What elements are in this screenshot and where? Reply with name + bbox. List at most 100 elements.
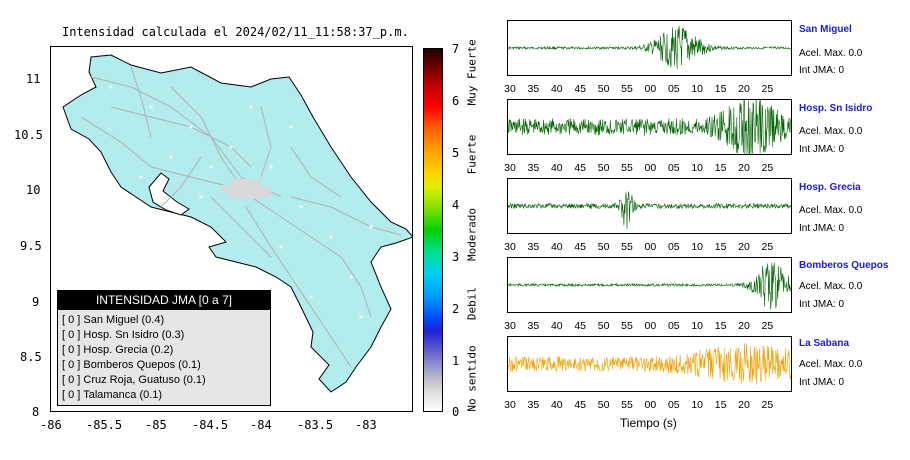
waveform-svg — [508, 25, 791, 69]
waveform-svg — [508, 191, 791, 229]
station-name: Hosp. Sn Isidro — [799, 103, 873, 114]
waveform-x-tick: 25 — [761, 320, 774, 332]
map-y-tick: 10 — [26, 183, 41, 197]
colorbar-tick: 6 — [452, 94, 460, 108]
station-acel: Acel. Max. 0.0 — [799, 281, 863, 292]
costa-rica-map — [62, 54, 412, 393]
waveform-x-ticks: 30 35 40 45 50 55 00 05 10 15 20 25 — [504, 399, 792, 411]
waveform-x-tick: 45 — [574, 320, 587, 332]
waveform-x-tick: 35 — [527, 399, 540, 411]
station-int: Int JMA: 0 — [799, 223, 845, 234]
legend-station: Cruz Roja, Guatuso (0.1) — [83, 374, 206, 386]
legend-value: [ 0 ] — [62, 389, 81, 401]
colorbar-word: Moderado — [465, 208, 479, 261]
waveform-x-tick: 05 — [667, 320, 680, 332]
waveform-trace — [508, 262, 791, 310]
waveform-plot[interactable] — [507, 99, 792, 155]
map-y-tick: 9 — [32, 295, 40, 309]
waveform-trace — [508, 100, 791, 154]
map-y-tick: 8 — [32, 405, 40, 419]
colorbar-word: Debil — [465, 286, 479, 321]
station-name: San Miguel — [799, 24, 852, 35]
intensity-legend: INTENSIDAD JMA [0 a 7] [ 0 ] San Miguel … — [57, 290, 271, 406]
colorbar-tick: 0 — [452, 405, 460, 419]
waveform-x-tick: 35 — [527, 83, 540, 95]
colorbar-tick: 7 — [452, 42, 460, 56]
waveform-x-tick: 25 — [761, 241, 774, 253]
legend-row: [ 0 ] Bomberos Quepos (0.1) — [62, 359, 201, 371]
station-int: Int JMA: 0 — [799, 65, 845, 76]
waveform-x-tick: 20 — [738, 162, 750, 174]
waveform-x-tick: 55 — [621, 399, 633, 411]
legend-row: [ 0 ] Talamanca (0.1) — [62, 389, 162, 401]
legend-station: Hosp. Grecia (0.2) — [83, 344, 174, 356]
legend-row: [ 0 ] Cruz Roja, Guatuso (0.1) — [62, 374, 206, 386]
legend-station: Talamanca (0.1) — [83, 389, 163, 401]
station-acel: Acel. Max. 0.0 — [799, 359, 863, 370]
nicoya-gulf — [148, 172, 190, 216]
legend-row: [ 0 ] Hosp. Grecia (0.2) — [62, 344, 173, 356]
map-x-tick: -84.5 — [192, 418, 229, 432]
waveform-x-tick: 05 — [667, 241, 680, 253]
waveform-svg — [508, 343, 791, 386]
waveform-x-tick: 00 — [644, 162, 657, 174]
map-y-tick: 10.5 — [14, 128, 43, 142]
waveform-x-tick: 25 — [761, 83, 774, 95]
legend-value: [ 0 ] — [62, 314, 81, 326]
waveform-plot[interactable] — [507, 336, 792, 392]
waveform-x-tick: 00 — [644, 241, 657, 253]
map-y-tick: 8.5 — [20, 350, 42, 364]
colorbar-word: Muy Fuerte — [465, 39, 479, 106]
legend-station: Bomberos Quepos (0.1) — [83, 359, 201, 371]
waveform-trace — [508, 343, 791, 386]
waveform-x-ticks: 30 35 40 45 50 55 00 05 10 15 20 25 — [504, 162, 792, 174]
waveform-x-tick: 20 — [738, 399, 750, 411]
waveform-plot[interactable] — [507, 178, 792, 234]
waveform-x-tick: 30 — [504, 320, 516, 332]
map-x-tick: -86 — [40, 418, 62, 432]
waveform-x-tick: 55 — [621, 162, 633, 174]
map-y-tick: 11 — [26, 72, 41, 86]
waveform-x-tick: 55 — [621, 241, 633, 253]
waveform-plot[interactable] — [507, 257, 792, 313]
waveform-x-tick: 55 — [621, 320, 633, 332]
waveform-x-tick: 55 — [621, 83, 633, 95]
station-name: Bomberos Quepos — [799, 260, 889, 271]
waveform-x-tick: 00 — [644, 320, 657, 332]
station-acel: Acel. Max. 0.0 — [799, 205, 863, 216]
waveform-x-ticks: 30 35 40 45 50 55 00 05 10 15 20 25 — [504, 83, 792, 95]
station-name: La Sabana — [799, 338, 850, 349]
waveform-x-tick: 20 — [738, 83, 750, 95]
waveform-x-tick: 15 — [714, 320, 727, 332]
waveform-trace — [508, 25, 791, 69]
waveform-x-tick: 00 — [644, 399, 657, 411]
waveform-x-tick: 35 — [527, 241, 540, 253]
waveform-trace — [508, 191, 791, 229]
waveform-x-tick: 00 — [644, 83, 657, 95]
waveform-x-tick: 45 — [574, 83, 587, 95]
waveform-x-tick: 45 — [574, 399, 587, 411]
legend-header: INTENSIDAD JMA [0 a 7] — [58, 291, 270, 310]
waveform-x-ticks: 30 35 40 45 50 55 00 05 10 15 20 25 — [504, 320, 792, 332]
station-dots — [109, 85, 373, 319]
waveform-svg — [508, 100, 791, 154]
waveform-x-tick: 30 — [504, 241, 516, 253]
colorbar-tick: 4 — [452, 198, 460, 212]
waveform-x-tick: 15 — [714, 162, 727, 174]
waveform-x-tick: 50 — [597, 162, 610, 174]
waveform-x-tick: 25 — [761, 162, 774, 174]
colorbar-tick: 3 — [452, 250, 460, 264]
waveform-x-tick: 05 — [667, 83, 680, 95]
map-y-tick: 9.5 — [20, 239, 42, 253]
legend-value: [ 0 ] — [62, 344, 81, 356]
legend-station: Hosp. Sn Isidro (0.3) — [83, 329, 185, 341]
waveform-x-tick: 20 — [738, 241, 750, 253]
map-title: Intensidad calculada el 2024/02/11_11:58… — [62, 25, 409, 39]
waveform-x-tick: 15 — [714, 241, 727, 253]
waveform-x-tick: 30 — [504, 162, 516, 174]
waveform-plot[interactable] — [507, 20, 792, 76]
waveform-x-tick: 10 — [691, 320, 704, 332]
legend-value: [ 0 ] — [62, 359, 81, 371]
legend-station: San Miguel (0.4) — [83, 314, 165, 326]
waveform-x-ticks: 30 35 40 45 50 55 00 05 10 15 20 25 — [504, 241, 792, 253]
